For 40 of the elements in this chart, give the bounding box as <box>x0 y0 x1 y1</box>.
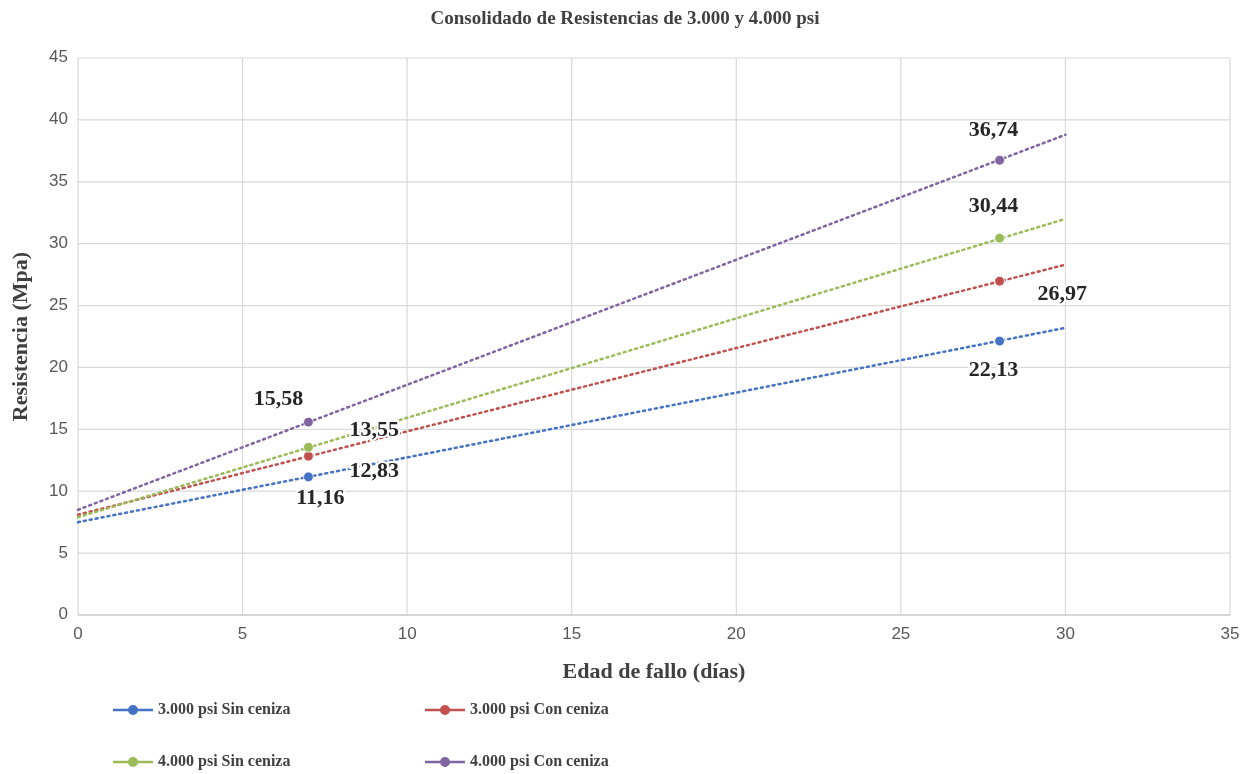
chart-title: Consolidado de Resistencias de 3.000 y 4.000 psi <box>430 7 820 29</box>
point <box>994 232 1005 244</box>
y-tick-label: 35 <box>49 171 68 191</box>
x-tick-label: 15 <box>562 624 582 644</box>
legend-label: 4.000 psi Sin ceniza <box>158 751 291 770</box>
point <box>303 416 314 428</box>
point <box>303 450 314 462</box>
point <box>303 442 314 453</box>
y-tick-label: 0 <box>58 604 68 624</box>
x-tick-label: 5 <box>237 624 248 644</box>
legend-label: 3.000 psi Con ceniza <box>470 699 609 718</box>
legend-label: 4.000 psi Con ceniza <box>470 751 609 770</box>
y-tick-label: 10 <box>49 480 68 500</box>
data-label: 12,83 <box>349 457 399 483</box>
y-tick-label: 45 <box>49 47 68 67</box>
data-label: 36,74 <box>968 116 1019 142</box>
y-tick-label: 40 <box>49 109 68 129</box>
y-axis-title: Resistencia (Mpa) <box>7 251 33 422</box>
point <box>994 275 1005 287</box>
x-axis-title: Edad de fallo (días) <box>562 658 746 684</box>
data-label: 26,97 <box>1037 280 1088 306</box>
point <box>994 335 1005 347</box>
x-tick-label: 35 <box>1220 624 1240 644</box>
data-label: 11,16 <box>296 483 345 509</box>
x-tick-label: 20 <box>726 624 746 644</box>
y-tick-label: 5 <box>58 542 68 562</box>
x-tick-label: 30 <box>1055 624 1075 644</box>
point <box>303 471 314 483</box>
data-label: 22,13 <box>968 356 1019 382</box>
x-tick-label: 10 <box>397 624 417 644</box>
x-tick-label: 25 <box>891 624 911 644</box>
y-tick-label: 25 <box>49 295 68 315</box>
y-tick-label: 15 <box>49 418 68 438</box>
data-label: 15,58 <box>253 385 304 411</box>
data-label: 30,44 <box>968 192 1019 218</box>
x-tick-label: 0 <box>73 624 83 644</box>
y-tick-label: 30 <box>49 233 68 253</box>
legend-label: 3.000 psi Sin ceniza <box>158 699 291 718</box>
point <box>994 154 1005 166</box>
y-tick-label: 20 <box>49 356 68 376</box>
